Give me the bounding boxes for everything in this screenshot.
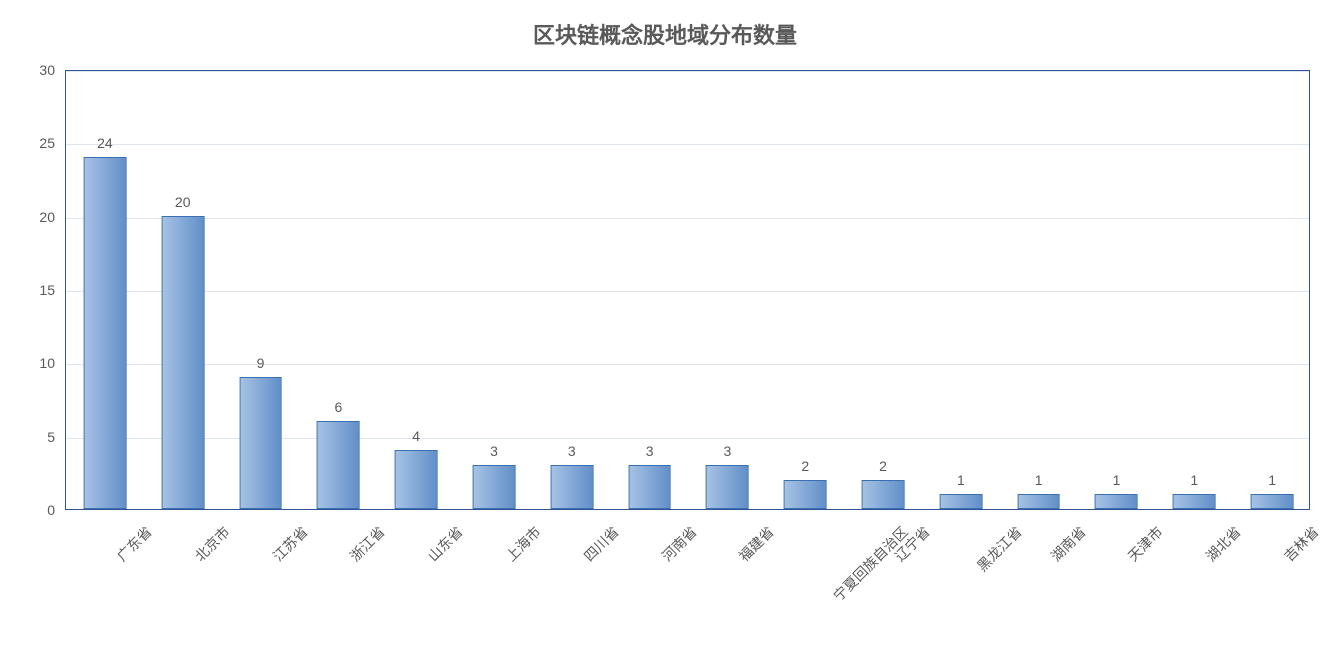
bar [395,450,438,509]
bar-value-label: 1 [1190,472,1198,488]
x-axis-label: 广东省 [112,522,156,566]
x-axis-label: 北京市 [190,522,234,566]
x-axis-label: 江苏省 [268,522,312,566]
bar-slot: 3 [533,71,611,509]
bar-slot: 1 [922,71,1000,509]
bar-slot: 3 [611,71,689,509]
bar-value-label: 2 [801,458,809,474]
x-axis-label: 浙江省 [346,522,390,566]
bar [784,480,827,509]
bar-value-label: 6 [334,399,342,415]
bar-slot: 1 [1078,71,1156,509]
bar-slot: 6 [299,71,377,509]
y-tick-label: 0 [0,502,55,518]
bar-value-label: 3 [568,443,576,459]
chart-title: 区块链概念股地域分布数量 [0,18,1330,50]
bar [1095,494,1138,509]
bar-slot: 2 [766,71,844,509]
bar-slot: 2 [844,71,922,509]
bar-slot: 1 [1000,71,1078,509]
bar-value-label: 1 [1268,472,1276,488]
bar [1251,494,1294,509]
bar [317,421,360,509]
bar-slot: 4 [377,71,455,509]
bar-value-label: 1 [957,472,965,488]
bar-slot: 20 [144,71,222,509]
bar-value-label: 3 [490,443,498,459]
bar-value-label: 24 [97,135,113,151]
y-tick-label: 30 [0,62,55,78]
y-tick-label: 5 [0,429,55,445]
x-axis-label: 湖北省 [1202,522,1246,566]
x-axis-label: 四川省 [579,522,623,566]
bar-slot: 1 [1233,71,1311,509]
y-tick-label: 20 [0,209,55,225]
plot-area: 24 20 9 6 4 3 3 3 3 2 2 1 1 1 1 1 [65,70,1310,510]
bar-series: 24 20 9 6 4 3 3 3 3 2 2 1 1 1 1 1 [66,71,1309,509]
bar [628,465,671,509]
bar-value-label: 3 [646,443,654,459]
x-axis-label: 上海市 [501,522,545,566]
bar-slot: 9 [222,71,300,509]
x-axis-label: 吉林省 [1279,522,1323,566]
bar-value-label: 9 [257,355,265,371]
x-axis-label: 河南省 [657,522,701,566]
x-axis-label: 天津市 [1124,522,1168,566]
bar-slot: 3 [455,71,533,509]
bar [1017,494,1060,509]
bar [161,216,204,509]
bar-slot: 1 [1155,71,1233,509]
bar-value-label: 1 [1113,472,1121,488]
x-axis-label: 福建省 [735,522,779,566]
bar-value-label: 2 [879,458,887,474]
bar-slot: 3 [689,71,767,509]
bar [239,377,282,509]
y-tick-label: 15 [0,282,55,298]
bar [939,494,982,509]
x-axis-label: 湖南省 [1046,522,1090,566]
bar-slot: 24 [66,71,144,509]
bar-value-label: 3 [724,443,732,459]
bar-value-label: 1 [1035,472,1043,488]
y-tick-label: 25 [0,135,55,151]
bar [473,465,516,509]
bar-value-label: 20 [175,194,191,210]
bar [706,465,749,509]
bar [550,465,593,509]
x-axis-label: 山东省 [423,522,467,566]
bar [1173,494,1216,509]
x-axis-label: 黑龙江省 [972,522,1026,576]
y-tick-label: 10 [0,355,55,371]
bar [84,157,127,509]
chart-container: 区块链概念股地域分布数量 24 20 9 6 4 3 3 3 3 2 2 1 1 1 1 1 0 5 10 15 20… [0,0,1330,650]
bar-value-label: 4 [412,428,420,444]
bar [862,480,905,509]
x-axis-label: 宁夏回族自治区 [829,522,912,605]
